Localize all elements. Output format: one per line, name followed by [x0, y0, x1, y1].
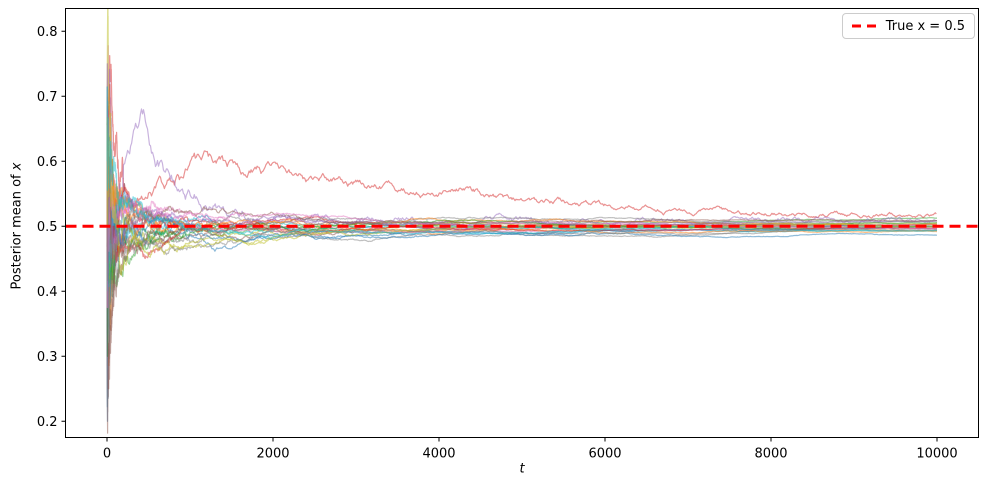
legend-dashed-line-sample [851, 24, 878, 28]
chain-line-20 [106, 137, 938, 357]
legend: True x = 0.5 [841, 13, 975, 39]
chain-lines-group [106, 8, 938, 434]
y-tick-label: 0.3 [37, 350, 58, 365]
chain-line-14 [106, 181, 938, 390]
y-tick-label: 0.6 [37, 155, 58, 170]
y-tick-label: 0.7 [37, 90, 58, 105]
y-axis-label-variable: x [9, 162, 25, 171]
x-tick-label: 10000 [916, 447, 957, 462]
x-axis-label: t [519, 461, 525, 477]
y-axis-label-text: Posterior mean of [9, 170, 25, 290]
y-tick-label: 0.5 [37, 220, 58, 235]
chain-line-3 [106, 55, 937, 219]
x-tick-label: 4000 [422, 447, 455, 462]
chain-line-7 [106, 117, 938, 279]
chain-line-28 [106, 117, 938, 276]
legend-label: True x = 0.5 [885, 18, 965, 34]
x-tick-label: 0 [103, 447, 111, 462]
chain-line-11 [106, 117, 938, 367]
chain-line-29 [106, 86, 938, 239]
chain-line-8 [106, 117, 938, 292]
x-tick-label: 2000 [256, 447, 289, 462]
chain-line-10 [106, 219, 937, 422]
y-tick-label: 0.2 [37, 415, 58, 430]
chain-line-24 [106, 63, 938, 309]
chain-line-9 [106, 161, 937, 357]
y-tick-label: 0.4 [37, 285, 58, 300]
axes-spines [65, 8, 979, 438]
y-axis-label: Posterior mean of x [10, 163, 25, 290]
chain-line-22 [106, 194, 937, 357]
x-tick-label: 8000 [754, 447, 787, 462]
chain-line-27 [106, 86, 938, 285]
x-tick-label: 6000 [588, 447, 621, 462]
chain-line-25 [106, 218, 938, 434]
chain-line-13 [106, 84, 938, 229]
chain-line-0 [106, 171, 938, 336]
chain-line-16 [106, 160, 938, 408]
y-tick-label: 0.8 [37, 25, 58, 40]
